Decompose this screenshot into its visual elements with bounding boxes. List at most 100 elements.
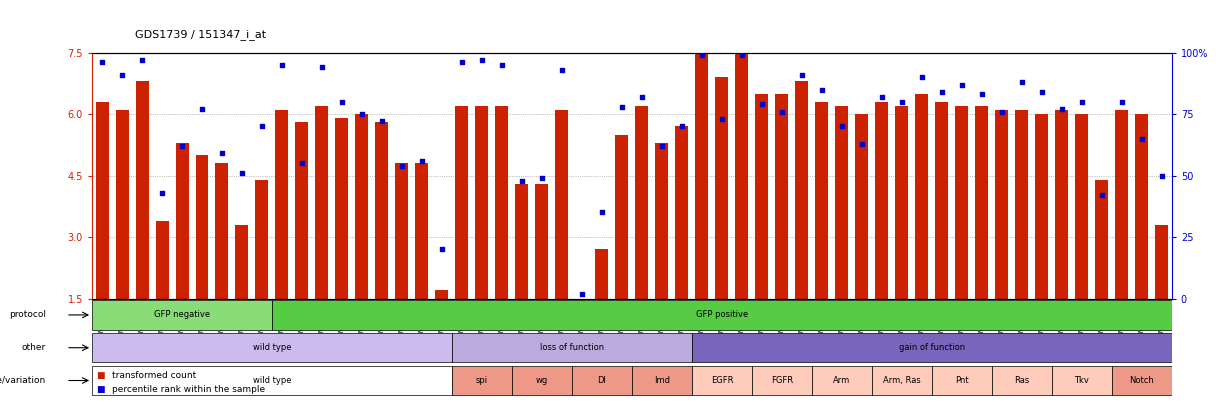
Bar [675,126,688,298]
Point [1133,135,1152,142]
Text: ■: ■ [96,385,104,394]
Point [872,94,892,100]
Point [472,57,492,63]
Point [752,101,772,107]
Bar [1135,114,1148,298]
Bar [715,77,729,298]
Bar [515,184,529,298]
Bar [1115,110,1129,298]
Point [812,86,832,93]
Bar [756,94,768,298]
Text: GFP positive: GFP positive [696,311,748,320]
Point [492,62,512,68]
Point [452,59,471,66]
Point [253,123,272,130]
Bar [1015,110,1028,298]
Bar [92,366,452,395]
Bar [995,110,1009,298]
Text: protocol: protocol [9,311,47,320]
Bar [315,106,329,298]
Point [852,141,871,147]
Text: other: other [22,343,47,352]
Bar [496,106,508,298]
Bar [452,366,512,395]
Bar [1055,110,1069,298]
Text: genotype/variation: genotype/variation [0,376,47,385]
Point [612,104,632,110]
Bar [436,290,448,298]
Text: spi: spi [476,376,488,385]
Text: loss of function: loss of function [540,343,604,352]
Text: gain of function: gain of function [898,343,964,352]
Point [92,59,112,66]
Text: GFP negative: GFP negative [153,311,210,320]
Text: Pnt: Pnt [955,376,968,385]
Bar [512,366,572,395]
Bar [356,114,368,298]
Text: Dl: Dl [598,376,606,385]
Bar [416,163,428,298]
Point [1092,192,1112,198]
Point [232,170,252,177]
Bar [195,155,209,298]
Point [333,98,352,105]
Text: Imd: Imd [654,376,670,385]
Bar [556,110,568,298]
Bar [855,114,869,298]
Point [593,209,612,216]
Point [193,106,212,113]
Point [832,123,852,130]
Point [1112,98,1131,105]
Point [412,158,432,164]
Bar [935,102,948,298]
Text: Ras: Ras [1015,376,1029,385]
Bar [812,366,872,395]
Bar [395,163,409,298]
Bar [655,143,669,298]
Point [212,150,232,157]
Point [372,118,391,125]
Text: transformed count: transformed count [112,371,196,380]
Bar [931,366,991,395]
Bar [696,53,708,298]
Bar [156,221,168,298]
Bar [875,102,888,298]
Point [972,91,991,98]
Point [733,52,752,58]
Bar [276,110,288,298]
Point [133,57,152,63]
Point [152,190,172,196]
Bar [816,102,828,298]
Point [772,109,791,115]
Point [393,162,412,169]
Bar [216,163,228,298]
Bar [475,106,488,298]
Text: Notch: Notch [1129,376,1155,385]
Bar [96,102,108,298]
Bar [296,122,308,298]
Bar [572,366,632,395]
Text: ■: ■ [96,371,104,380]
Bar [595,249,609,298]
Point [112,72,131,78]
Point [933,89,952,95]
Bar [1096,180,1108,298]
Text: Tkv: Tkv [1075,376,1090,385]
Text: Arm: Arm [833,376,850,385]
Bar [272,300,1172,330]
Text: percentile rank within the sample: percentile rank within the sample [112,385,265,394]
Point [352,111,372,117]
Bar [836,106,848,298]
Bar [915,94,929,298]
Point [952,81,972,88]
Point [1012,79,1032,85]
Bar [1112,366,1172,395]
Point [991,109,1011,115]
Bar [175,143,189,298]
Point [892,98,912,105]
Bar [1075,114,1088,298]
Bar [872,366,931,395]
Bar [1156,225,1168,298]
Point [1032,89,1052,95]
Bar [115,110,129,298]
